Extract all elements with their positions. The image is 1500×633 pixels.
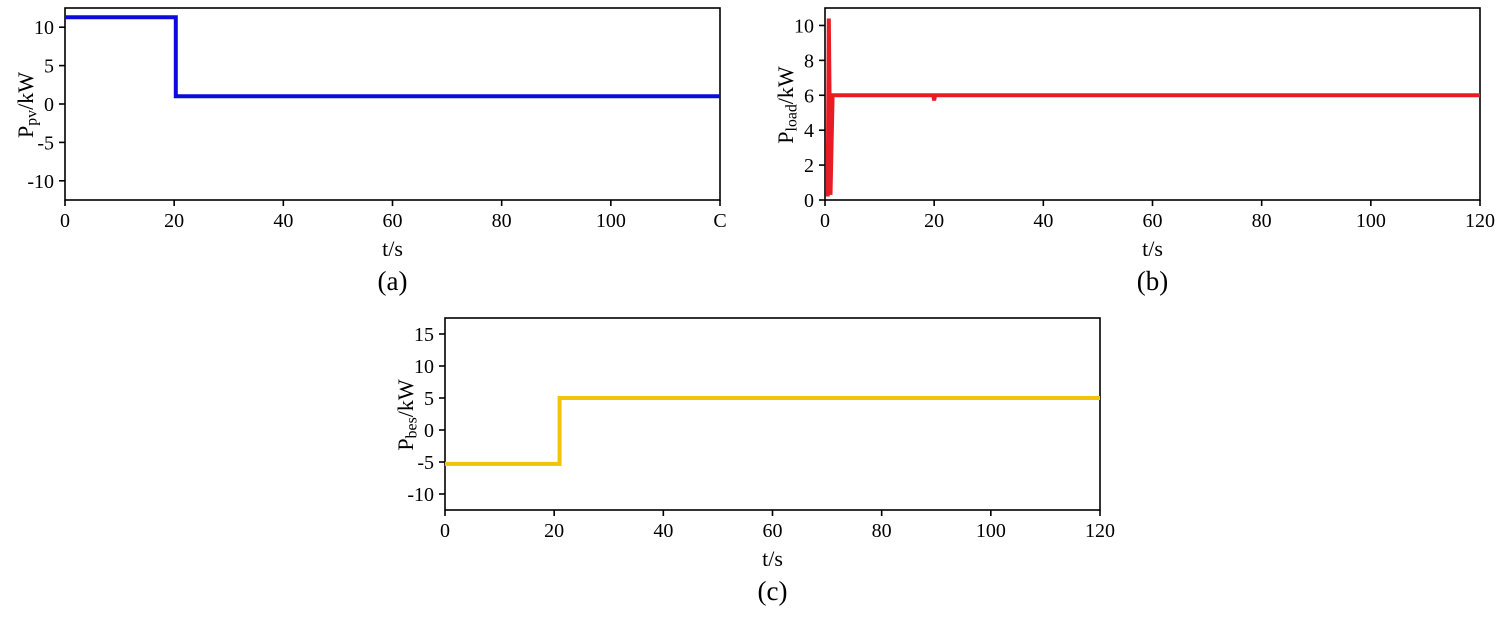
chart-svg-c: 0 20 40 60 80 100 120 15 10 5 0 -5 -10 (407, 317, 1115, 542)
axes-box-a (64, 7, 721, 201)
chart-svg-a: 0 20 40 60 80 100 C 10 5 0 -5 -10 (27, 7, 727, 232)
x-tick-label-a: 60 (383, 210, 403, 232)
x-tick-label-b: 120 (1465, 210, 1495, 232)
chart-a: Ppv/kW 0 20 40 60 80 100 C 10 5 0 -5 -10 t/s (a) (0, 0, 760, 300)
y-tick-label-c: 15 (414, 324, 434, 346)
x-tick-label-a: C (713, 210, 726, 232)
y-tick-label-a: -10 (27, 171, 54, 193)
y-tick-label-c: -5 (417, 452, 434, 474)
x-tick-label-c: 40 (653, 520, 673, 542)
x-tick-label-b: 0 (820, 210, 830, 232)
y-tick-label-c: 5 (424, 388, 434, 410)
x-tick-label-c: 60 (763, 520, 783, 542)
y-tick-label-b: 2 (804, 155, 814, 177)
y-tick-label-a: 5 (44, 56, 54, 78)
y-tick-label-a: 0 (44, 94, 54, 116)
x-tick-label-b: 60 (1143, 210, 1163, 232)
series-line-c (445, 396, 1100, 466)
chart-b: Pload/kW 0 20 40 60 80 100 120 10 8 6 4 2 0 t/s (b) (760, 0, 1500, 300)
x-tick-label-a: 20 (164, 210, 184, 232)
y-tick-label-b: 0 (804, 190, 814, 212)
x-tick-label-b: 100 (1356, 210, 1386, 232)
x-tick-label-c: 0 (440, 520, 450, 542)
y-tick-label-b: 8 (804, 50, 814, 72)
x-tick-label-c: 100 (976, 520, 1006, 542)
x-tick-label-a: 40 (273, 210, 293, 232)
x-tick-label-c: 120 (1085, 520, 1115, 542)
subfigure-label-b: (b) (1136, 266, 1169, 296)
axes-box-b (824, 7, 1481, 201)
y-tick-label-c: 0 (424, 420, 434, 442)
y-tick-label-a: -5 (37, 132, 54, 154)
x-tick-label-b: 40 (1033, 210, 1053, 232)
y-tick-label-a: 10 (34, 17, 54, 39)
chart-c: Pbes/kW 0 20 40 60 80 100 120 15 10 5 0 -5 -10 t/s (… (380, 310, 1120, 633)
x-axis-label-a: t/s (382, 236, 403, 261)
x-tick-label-c: 80 (872, 520, 892, 542)
y-tick-label-b: 4 (804, 120, 814, 142)
x-axis-label-c: t/s (762, 546, 783, 571)
x-tick-label-c: 20 (544, 520, 564, 542)
x-tick-label-a: 80 (492, 210, 512, 232)
x-tick-label-b: 20 (924, 210, 944, 232)
series-line-b (825, 18, 1480, 197)
x-tick-label-a: 100 (596, 210, 626, 232)
axes-box-c (444, 317, 1101, 511)
x-axis-label-b: t/s (1142, 236, 1163, 261)
y-tick-label-b: 10 (794, 15, 814, 37)
y-tick-label-c: 10 (414, 356, 434, 378)
subfigure-label-a: (a) (377, 266, 408, 296)
y-tick-label-c: -10 (407, 484, 434, 506)
series-line-a (65, 15, 720, 99)
subfigure-label-c: (c) (757, 576, 788, 606)
y-tick-label-b: 6 (804, 85, 814, 107)
x-tick-label-b: 80 (1252, 210, 1272, 232)
x-tick-label-a: 0 (60, 210, 70, 232)
